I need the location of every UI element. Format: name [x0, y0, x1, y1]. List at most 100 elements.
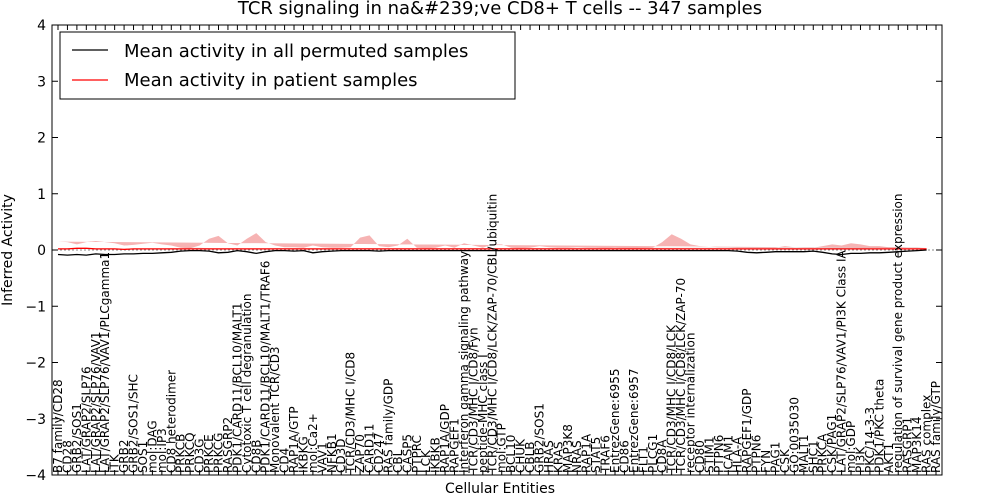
x-tick-label: RAS family/GTP — [929, 381, 943, 473]
x-tick-label: RAS complex — [920, 395, 934, 473]
legend: Mean activity in all permuted samples Me… — [59, 31, 516, 100]
x-tick-label: CD28 — [60, 440, 74, 473]
y-axis: −4 −3 −2 −1 0 1 2 3 4 — [25, 18, 942, 484]
series-lines — [52, 247, 942, 256]
x-tick-label: RAPGEF1 — [448, 418, 462, 473]
x-tick-label: PAG1 — [769, 442, 783, 473]
x-tick-label: CD8B — [249, 440, 263, 474]
x-tick-label: GO:0035030 — [787, 397, 801, 473]
x-tick-label: CSK — [778, 448, 792, 473]
x-tick-label: TCR/CD3/MHC I/CD8/LCK/ZAP-70 — [674, 278, 688, 474]
x-tick-label: LAT/GRAP2/SLP76/VAV1/PI3K Class IA — [835, 249, 849, 473]
x-tick-label: MAP3K8 — [561, 424, 575, 473]
x-tick-label: PRKCA — [816, 433, 830, 473]
x-tick-label: CD247 — [372, 432, 386, 473]
x-tick-label: regulation of survival gene product expr… — [891, 194, 905, 473]
y-tick-label: −4 — [25, 468, 46, 484]
x-tick-label: FYN — [759, 450, 773, 473]
x-tick-label: ITK — [108, 453, 122, 473]
x-axis-label: Cellular Entities — [445, 481, 555, 497]
x-tick-label: PI3K — [853, 446, 867, 473]
x-tick-label: CD8A — [655, 439, 669, 473]
x-tick-label: PTPN6 — [712, 435, 726, 473]
legend-label-permuted: Mean activity in all permuted samples — [124, 41, 468, 62]
x-tick-label: PDK1/PKC theta — [872, 379, 886, 473]
x-tick-label: TCR/CD3/MHC I/CD8/LCK — [665, 324, 679, 474]
x-tick-label: MALT1 — [797, 434, 811, 473]
series-line-patient — [58, 247, 927, 251]
x-tick-label: CASP5 — [400, 434, 414, 473]
y-tick-label: −1 — [25, 299, 46, 315]
y-tick-label: 0 — [37, 243, 46, 259]
chart-title: TCR signaling in na&#239;ve CD8+ T cells… — [237, 0, 762, 19]
x-tick-label: AKT1 — [882, 443, 896, 473]
x-tick-label: EntrezGene:6955 — [608, 369, 622, 474]
x-tick-label: IKBKG — [296, 436, 310, 473]
x-tick-label: CD80 — [693, 440, 707, 473]
x-tick-label: CSK/PAG1 — [825, 414, 839, 473]
x-tick-label: RAS family/GDP — [381, 379, 395, 473]
x-tick-label: PDK1/CARD11/BCL10/MALT1 — [230, 303, 244, 473]
x-tick-label: LCK — [419, 449, 433, 473]
x-tick-label: PTPN6 — [750, 435, 764, 473]
x-tick-label: receptor internalization — [684, 333, 698, 473]
y-tick-label: 1 — [37, 187, 46, 203]
x-tick-label: TRAF6 — [599, 435, 613, 474]
x-tick-label: STAT5 — [589, 437, 603, 473]
x-tick-label: CARD11 — [363, 424, 377, 473]
x-tick-label: GRB2/SOS1 — [70, 403, 84, 473]
y-tick-label: 4 — [37, 18, 46, 34]
x-tick-label: RAP1A — [580, 433, 594, 473]
y-axis-label: Inferred Activity — [0, 194, 16, 306]
x-tick-label: mol:Ca2+ — [306, 413, 320, 473]
x-tick-label: GRB2/SOS1 — [532, 403, 546, 473]
x-axis: B7 family/CD28CD28GRB2/SOS1LAT/GRAP2/SLP… — [51, 25, 943, 475]
y-tick-label: 2 — [37, 131, 46, 147]
x-tick-label: PDK1/CARD11/BCL10/MALT1/TRAF6 — [259, 261, 273, 473]
x-tick-label: mol:GTP — [495, 423, 509, 473]
band-patient — [58, 233, 927, 249]
x-tick-label: IKBKB — [429, 437, 443, 473]
x-tick-label: FLT1 — [636, 446, 650, 473]
x-tick-label: CHUK — [514, 438, 528, 473]
x-tick-label: mol:GDP — [844, 421, 858, 473]
x-tick-label: NRAS — [570, 440, 584, 473]
x-tick-label: PLCG1 — [646, 434, 660, 473]
x-tick-label: VAV1 — [315, 442, 329, 473]
x-tick-label: RAP1A/GTP — [287, 406, 301, 473]
x-tick-label: peptide-MHC class I — [476, 354, 490, 473]
x-tick-label: NFKB1 — [325, 433, 339, 473]
x-tick-label: PKC/14-3-3 — [863, 407, 877, 473]
x-tick-label: PRKCG — [211, 433, 225, 473]
x-tick-label: CD3D — [334, 439, 348, 474]
x-tick-label: PRKCQ — [183, 432, 197, 473]
x-tick-label: Cytotoxic T cell degranulation — [240, 294, 254, 473]
y-tick-label: −3 — [25, 412, 46, 428]
x-tick-label: SHC1 — [806, 440, 820, 473]
x-tick-label: ZAP70 — [353, 434, 367, 473]
x-tick-label: ICAM1 — [721, 435, 735, 473]
x-tick-label: TCR/CD3/MHC I/CD8/LCK/ZAP-70/CBL/ubiquit… — [485, 194, 499, 474]
x-tick-label: B7 family/CD28 — [51, 379, 65, 473]
x-tick-label: CD8 heterodimer — [164, 370, 178, 473]
x-tick-label: PTPRC — [410, 435, 424, 473]
x-tick-label: LAT/GRAP2/SLP76 — [79, 366, 93, 473]
x-tick-label: CD86 — [617, 440, 631, 473]
x-tick-label: CBLB — [523, 441, 537, 473]
x-tick-label: CD3G — [193, 438, 207, 473]
x-tick-label: BCL10 — [504, 435, 518, 473]
x-tick-label: HRAS — [542, 440, 556, 473]
y-tick-label: −2 — [25, 356, 46, 372]
x-tick-label: LAT/GRAP2/SLP76/VAV1/PLCgamma1 — [98, 252, 112, 473]
x-tick-label: CBL — [391, 449, 405, 473]
x-tick-label: EntrezGene:6957 — [627, 369, 641, 474]
x-tick-label: CD4 — [278, 448, 292, 473]
x-tick-label: TCR/CD3/MHC I/CD8 — [344, 352, 358, 474]
x-tick-label: LAT/GRAP2/SLP76/VAV1 — [89, 332, 103, 473]
x-tick-label: GRB2/SOS1/SHC — [127, 374, 141, 473]
legend-label-patient: Mean activity in patient samples — [124, 70, 418, 91]
x-tick-label: RASGRP1 — [901, 417, 915, 473]
x-tick-label: RASGRP2 — [221, 417, 235, 473]
x-tick-label: PRKCB — [174, 434, 188, 473]
